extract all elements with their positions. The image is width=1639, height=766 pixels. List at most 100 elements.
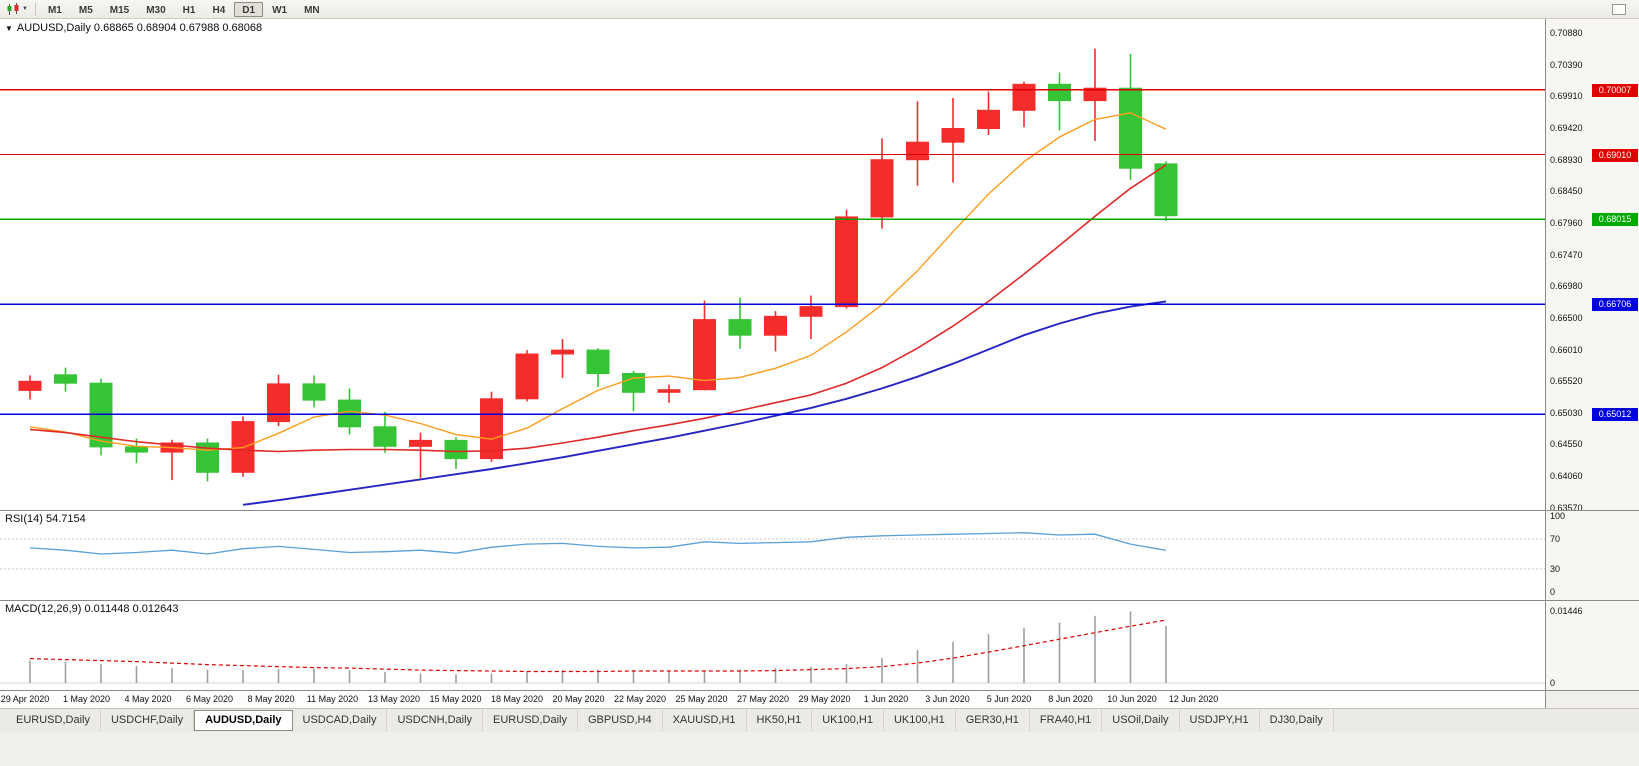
toolbar-right-button[interactable] [1612, 3, 1626, 15]
axis-corner [1546, 691, 1639, 708]
price-tick: 0.67960 [1550, 217, 1583, 228]
tab-audusd-daily[interactable]: AUDUSD,Daily [194, 709, 293, 731]
date-tick: 1 May 2020 [62, 694, 111, 704]
tab-gbpusd-h4[interactable]: GBPUSD,H4 [578, 710, 663, 731]
tab-usdjpy-h1[interactable]: USDJPY,H1 [1180, 710, 1260, 731]
timeframe-button-d1[interactable]: D1 [234, 1, 264, 17]
macd-axis[interactable]: 0.01446 0 [1546, 601, 1639, 691]
candles-layer [18, 48, 1178, 482]
date-tick: 20 May 2020 [552, 694, 605, 704]
window-filler [0, 732, 1639, 766]
tab-uk100-h1[interactable]: UK100,H1 [812, 710, 884, 731]
rsi-levels [0, 538, 1545, 570]
date-tick: 8 May 2020 [247, 694, 295, 704]
price-chart-panel[interactable]: ▼ AUDUSD,Daily 0.68865 0.68904 0.67988 0… [0, 19, 1545, 511]
timeframe-button-h4[interactable]: H4 [212, 4, 226, 16]
date-tick: 18 May 2020 [490, 694, 544, 704]
bottom-tabbar: EURUSD,Daily USDCHF,Daily AUDUSD,Daily USDC… [0, 708, 1639, 732]
chart-type-button[interactable]: ▼ [3, 1, 31, 18]
price-line-label: 0.70007 [1592, 83, 1638, 97]
price-tick: 0.68930 [1550, 154, 1583, 165]
ma-line-medium [29, 164, 1167, 453]
tab-usdcnh-daily[interactable]: USDCNH,Daily [387, 710, 484, 731]
price-tick: 0.69910 [1550, 91, 1583, 101]
candlestick-chart-icon [7, 2, 19, 15]
rsi-panel[interactable]: RSI(14) 54.7154 [0, 511, 1545, 601]
price-line-label: 0.66706 [1592, 298, 1638, 312]
tab-dj30-daily[interactable]: DJ30,Daily [1260, 710, 1334, 731]
moving-averages-layer [29, 112, 1167, 506]
price-tick: 0.69420 [1550, 122, 1583, 133]
rsi-line [29, 532, 1167, 555]
date-axis[interactable]: 29 Apr 2020 1 May 2020 4 May 2020 6 May 202… [0, 691, 1545, 708]
timeframe-button-m5[interactable]: M5 [78, 4, 93, 16]
price-chart-canvas[interactable] [0, 19, 1545, 511]
timeframe-button-m30[interactable]: M30 [146, 4, 166, 16]
rsi-tick: 70 [1550, 533, 1561, 544]
price-axis[interactable]: 0.70880 0.70390 0.69910 0.69420 0.68930 0.684… [1546, 19, 1639, 511]
rsi-tick: 0 [1550, 587, 1556, 597]
macd-signal-line [29, 619, 1167, 673]
tab-usdcad-daily[interactable]: USDCAD,Daily [293, 710, 388, 731]
macd-canvas[interactable] [0, 601, 1545, 691]
macd-label: MACD(12,26,9) 0.011448 0.012643 [5, 603, 179, 615]
macd-panel[interactable]: MACD(12,26,9) 0.011448 0.012643 [0, 601, 1545, 691]
timeframe-toolbar: M1 M5 M15 M30 H1 H4 D1 W1 MN [40, 1, 328, 17]
tab-uk100-h1[interactable]: UK100,H1 [884, 710, 956, 731]
axis-column: 0.70880 0.70390 0.69910 0.69420 0.68930 0.684… [1545, 19, 1639, 708]
plot-column: ▼ AUDUSD,Daily 0.68865 0.68904 0.67988 0… [0, 19, 1545, 708]
timeframe-button-m1[interactable]: M1 [47, 4, 62, 16]
dropdown-caret-icon: ▼ [22, 6, 28, 12]
price-line-label: 0.68015 [1592, 213, 1638, 227]
top-toolbar: ▼ M1 M5 M15 M30 H1 H4 D1 W1 MN [0, 0, 1639, 19]
date-tick: 27 May 2020 [736, 694, 790, 704]
tab-usdchf-daily[interactable]: USDCHF,Daily [101, 710, 195, 731]
price-tick: 0.64550 [1550, 439, 1583, 450]
price-tick: 0.64060 [1550, 471, 1583, 482]
rsi-axis[interactable]: 100 70 30 0 [1546, 511, 1639, 601]
price-tick: 0.63570 [1550, 503, 1583, 511]
date-tick: 4 May 2020 [124, 694, 172, 704]
tab-eurusd-daily[interactable]: EURUSD,Daily [6, 710, 101, 731]
price-tick: 0.66980 [1550, 281, 1583, 292]
date-tick: 11 May 2020 [306, 694, 359, 704]
date-tick: 13 May 2020 [367, 694, 421, 704]
timeframe-button-w1[interactable]: W1 [272, 4, 288, 16]
timeframe-button-m15[interactable]: M15 [109, 4, 130, 16]
chart-title-arrow-icon: ▼ [5, 23, 13, 33]
price-tick: 0.68450 [1550, 185, 1583, 196]
rsi-tick: 100 [1550, 511, 1566, 521]
ma-line-fast [29, 112, 1167, 451]
ma-line-slow [242, 300, 1167, 506]
date-tick: 6 May 2020 [185, 694, 234, 704]
price-tick: 0.65030 [1550, 408, 1583, 419]
rsi-canvas[interactable] [0, 511, 1545, 601]
date-tick: 22 May 2020 [613, 694, 667, 704]
tab-fra40-h1[interactable]: FRA40,H1 [1030, 710, 1103, 731]
chart-ohlc-text: AUDUSD,Daily 0.68865 0.68904 0.67988 0.6… [16, 22, 263, 34]
tab-ger30-h1[interactable]: GER30,H1 [956, 710, 1030, 731]
timeframe-button-h1[interactable]: H1 [182, 4, 196, 16]
date-tick: 12 Jun 2020 [1168, 694, 1219, 704]
price-tick: 0.67470 [1550, 249, 1583, 260]
toolbar-separator [34, 2, 36, 16]
price-tick: 0.70880 [1550, 28, 1583, 38]
date-tick: 1 Jun 2020 [863, 694, 909, 704]
tab-xauusd-h1[interactable]: XAUUSD,H1 [663, 710, 747, 731]
chart-title: ▼ AUDUSD,Daily 0.68865 0.68904 0.67988 0… [5, 22, 262, 34]
timeframe-button-mn[interactable]: MN [304, 4, 320, 16]
tab-usoil-daily[interactable]: USOil,Daily [1102, 710, 1180, 731]
date-tick: 10 Jun 2020 [1107, 694, 1157, 704]
tab-eurusd-daily[interactable]: EURUSD,Daily [483, 710, 578, 731]
price-tick: 0.65520 [1550, 376, 1583, 387]
price-tick: 0.70390 [1550, 59, 1583, 70]
date-tick: 8 Jun 2020 [1048, 694, 1093, 704]
horizontal-lines-layer [0, 89, 1545, 415]
chart-window: ▼ AUDUSD,Daily 0.68865 0.68904 0.67988 0… [0, 19, 1639, 708]
macd-histogram [29, 611, 1167, 683]
date-tick: 29 Apr 2020 [0, 694, 50, 704]
price-tick: 0.66500 [1550, 312, 1583, 323]
macd-tick: 0 [1550, 678, 1556, 688]
price-tick: 0.66010 [1550, 344, 1583, 355]
tab-hk50-h1[interactable]: HK50,H1 [747, 710, 813, 731]
